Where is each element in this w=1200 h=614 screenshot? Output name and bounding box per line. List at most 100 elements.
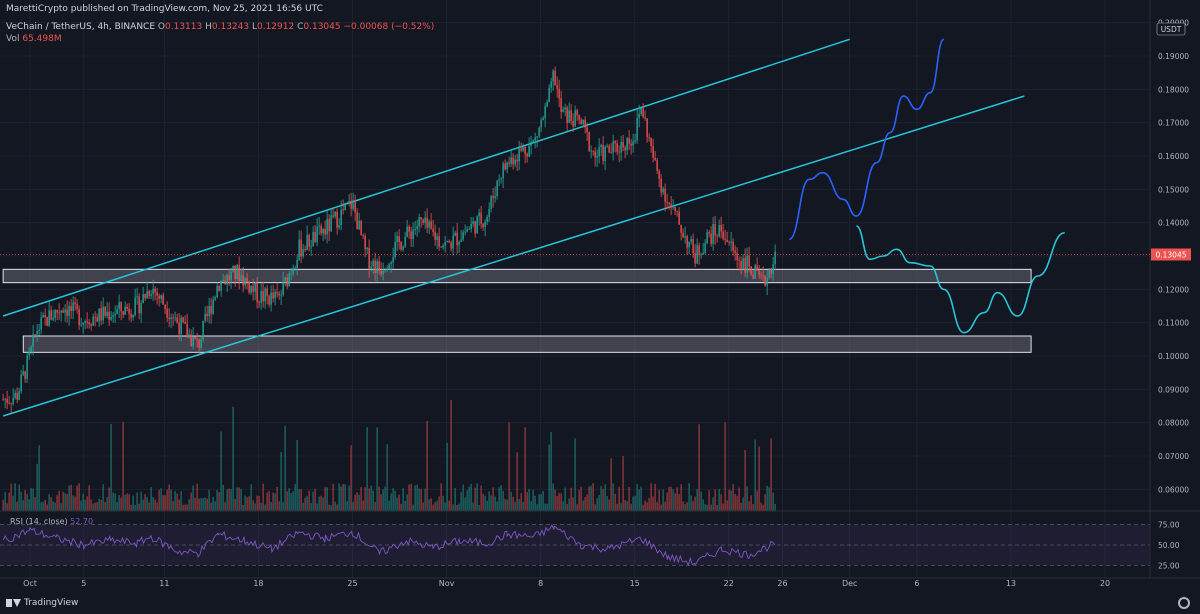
candle-body <box>636 117 638 141</box>
candle-body <box>380 271 382 275</box>
candle-body <box>508 162 510 164</box>
volume-bar <box>164 495 166 511</box>
volume-bar <box>636 484 638 511</box>
volume-bar <box>626 501 628 511</box>
volume-bar <box>200 498 202 511</box>
volume-bar <box>140 491 142 511</box>
volume-bar <box>692 501 694 511</box>
candle-body <box>76 304 78 310</box>
candle-body <box>704 242 706 253</box>
volume-bar <box>750 495 752 511</box>
candle-body <box>94 316 96 318</box>
candle-body <box>308 235 310 247</box>
symbol-line: VeChain / TetherUS, 4h, BINANCE O0.13113… <box>6 22 434 32</box>
volume-bar <box>498 487 500 511</box>
candle-body <box>580 119 582 125</box>
volume-bar <box>466 490 468 511</box>
volume-bar <box>128 494 130 511</box>
candle-body <box>654 158 656 161</box>
candle-body <box>472 221 474 224</box>
volume-bar <box>422 502 424 511</box>
candle-body <box>286 277 288 287</box>
candle-body <box>242 275 244 286</box>
candle-body <box>218 286 220 291</box>
volume-bar <box>34 497 36 511</box>
candle-body <box>190 334 192 347</box>
candle-body <box>758 270 760 275</box>
volume-bar <box>680 484 682 511</box>
candle-body <box>342 209 344 211</box>
volume-bar <box>180 491 182 511</box>
volume-bar <box>518 498 520 511</box>
volume-bar <box>714 489 716 511</box>
candle-body <box>318 225 320 227</box>
candle-body <box>212 299 214 314</box>
volume-bar <box>386 444 388 511</box>
volume-bar <box>150 487 152 511</box>
candle-body <box>540 120 542 128</box>
volume-bar <box>606 496 608 511</box>
volume-bar <box>130 504 132 511</box>
candle-body <box>338 224 340 228</box>
candle-body <box>420 217 422 220</box>
price-tick-label: 0.17000 <box>1158 119 1189 128</box>
rsi-legend[interactable]: RSI (14, close) 52.70 <box>10 517 93 526</box>
gear-icon[interactable] <box>1178 597 1190 609</box>
symbol-name[interactable]: VeChain / TetherUS, 4h, BINANCE <box>6 22 156 32</box>
support-zone[interactable] <box>2 268 1032 284</box>
volume-bar <box>56 495 58 511</box>
volume-bar <box>76 485 78 511</box>
channel-line-upper[interactable] <box>2 38 850 317</box>
volume-bar <box>158 489 160 511</box>
support-zone[interactable] <box>22 335 1032 353</box>
volume-bar <box>416 484 418 511</box>
volume-bar <box>478 504 480 511</box>
candle-body <box>74 302 76 305</box>
volume-bar <box>414 485 416 511</box>
volume-bar <box>400 503 402 511</box>
candle-body <box>684 236 686 238</box>
candle-body <box>450 242 452 249</box>
volume-label: Vol <box>6 34 20 44</box>
footer-brand[interactable]: TradingView <box>6 598 78 608</box>
volume-bar <box>86 496 88 511</box>
candle-body <box>232 265 234 272</box>
candle-body <box>640 107 642 115</box>
volume-bar <box>168 484 170 511</box>
candle-body <box>702 252 704 255</box>
volume-bar <box>362 500 364 511</box>
candle-body <box>174 317 176 319</box>
volume-bar <box>558 492 560 511</box>
candle-body <box>340 209 342 225</box>
volume-bar <box>468 486 470 511</box>
candle-body <box>572 120 574 127</box>
candle-body <box>254 282 256 292</box>
volume-bar <box>194 497 196 511</box>
time-tick-label: 5 <box>81 579 86 588</box>
candle-body <box>278 293 280 296</box>
candle-body <box>138 296 140 314</box>
channel-line-lower[interactable] <box>2 95 1025 417</box>
candle-body <box>306 235 308 251</box>
volume-bar <box>36 463 38 511</box>
candle-body <box>324 229 326 235</box>
candle-body <box>42 315 44 318</box>
volume-bar <box>224 502 226 511</box>
candle-body <box>624 147 626 151</box>
projection-path[interactable] <box>788 38 945 241</box>
price-tick-label: 0.06000 <box>1158 485 1189 494</box>
volume-bar <box>560 493 562 511</box>
candle-body <box>690 239 692 242</box>
candle-body <box>764 275 766 286</box>
projection-path[interactable] <box>855 225 1065 334</box>
volume-bar <box>52 501 54 511</box>
candle-body <box>574 110 576 127</box>
volume-bar <box>320 495 322 511</box>
candle-body <box>156 292 158 296</box>
volume-bar <box>662 489 664 511</box>
volume-bar <box>528 489 530 511</box>
candle-body <box>90 324 92 326</box>
volume-bar <box>96 502 98 511</box>
volume-bar <box>208 489 210 511</box>
